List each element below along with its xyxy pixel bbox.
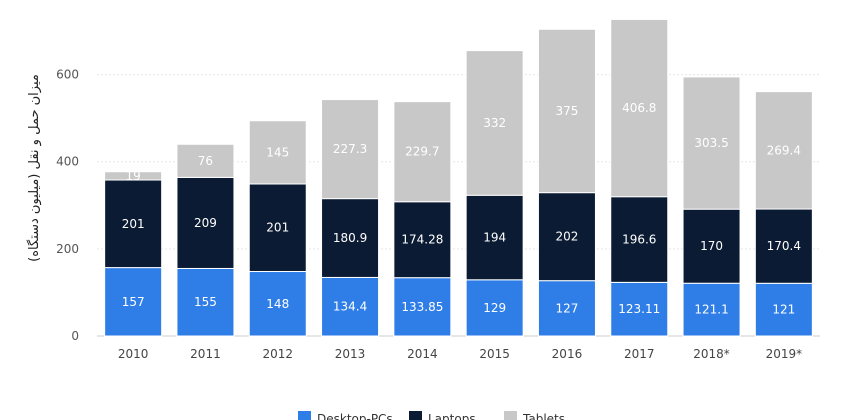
bar-segment-desktop-pcs[interactable] — [465, 279, 524, 337]
bars — [104, 18, 813, 337]
y-tick-label: 600 — [56, 68, 79, 82]
legend-item-desktop-pcs[interactable]: Desktop-PCs — [298, 411, 393, 420]
bar-segment-laptops[interactable] — [176, 176, 235, 269]
x-tick-label: 2017 — [624, 347, 655, 361]
data-label: 170 — [700, 239, 723, 253]
legend-item-tablets[interactable]: Tablets — [504, 411, 565, 420]
legend-label: Desktop-PCs — [317, 412, 393, 420]
bar-segment-tablets[interactable] — [321, 99, 380, 200]
bar-segment-tablets[interactable] — [682, 76, 741, 210]
x-tick-label: 2012 — [262, 347, 293, 361]
data-label: 194 — [483, 231, 506, 245]
data-label: 209 — [194, 216, 217, 230]
data-label: 303.5 — [694, 136, 728, 150]
x-tick-label: 2010 — [118, 347, 149, 361]
bar-segment-desktop-pcs[interactable] — [537, 280, 596, 337]
bar-segment-laptops[interactable] — [321, 198, 380, 278]
data-label: 157 — [122, 295, 145, 309]
data-label: 375 — [555, 104, 578, 118]
y-tick-label: 200 — [56, 242, 79, 256]
x-axis-ticks: 2010 2011 2012 2013 2014 2015 2016 2017 2018* 201… — [118, 347, 802, 361]
data-label: 180.9 — [333, 231, 367, 245]
x-tick-label: 2014 — [407, 347, 438, 361]
data-label: 155 — [194, 295, 217, 309]
data-label: 269.4 — [767, 143, 801, 157]
x-tick-label: 2011 — [190, 347, 221, 361]
legend[interactable]: Desktop-PCs Laptops Tablets — [298, 411, 565, 420]
data-label: 201 — [266, 221, 289, 235]
data-label: 19 — [126, 169, 141, 183]
x-tick-label: 2015 — [479, 347, 510, 361]
x-tick-label: 2018* — [693, 347, 730, 361]
bar-segment-desktop-pcs[interactable] — [104, 267, 163, 337]
data-label: 133.85 — [401, 300, 443, 314]
data-label: 174.28 — [401, 233, 443, 247]
bar-segment-tablets[interactable] — [465, 50, 524, 196]
bar-segment-tablets[interactable] — [754, 91, 813, 210]
bar-segment-laptops[interactable] — [610, 196, 669, 283]
bar-segment-desktop-pcs[interactable] — [610, 281, 669, 337]
bar-segment-laptops[interactable] — [754, 208, 813, 284]
data-label: 121 — [772, 303, 795, 317]
data-label: 406.8 — [622, 101, 656, 115]
bar-segment-laptops[interactable] — [682, 208, 741, 284]
y-axis-label: میزان حمل و نقل (میلیون دستگاه) — [26, 74, 42, 262]
bar-segment-desktop-pcs[interactable] — [682, 282, 741, 337]
bar-segment-desktop-pcs[interactable] — [176, 267, 235, 337]
data-label: 201 — [122, 217, 145, 231]
data-label: 202 — [555, 230, 578, 244]
bar-segment-tablets[interactable] — [537, 28, 596, 194]
data-label: 129 — [483, 301, 506, 315]
data-label: 121.1 — [694, 303, 728, 317]
data-label: 332 — [483, 116, 506, 130]
bar-segment-desktop-pcs[interactable] — [248, 271, 307, 337]
legend-label: Tablets — [522, 412, 565, 420]
data-label: 145 — [266, 145, 289, 159]
data-label: 134.4 — [333, 300, 367, 314]
y-axis-ticks: 0 200 400 600 — [56, 68, 79, 343]
data-label: 123.11 — [618, 302, 660, 316]
data-label: 76 — [198, 154, 213, 168]
bar-segment-laptops[interactable] — [465, 194, 524, 281]
bar-segment-desktop-pcs[interactable] — [321, 276, 380, 337]
y-tick-label: 400 — [56, 155, 79, 169]
bar-segment-tablets[interactable] — [248, 120, 307, 185]
data-label: 229.7 — [405, 145, 439, 159]
y-tick-label: 0 — [71, 329, 79, 343]
data-label: 170.4 — [767, 239, 801, 253]
data-label: 227.3 — [333, 142, 367, 156]
legend-swatch — [504, 411, 517, 420]
data-label: 196.6 — [622, 233, 656, 247]
bar-segment-laptops[interactable] — [537, 192, 596, 282]
bar-segment-desktop-pcs[interactable] — [754, 282, 813, 337]
legend-label: Laptops — [428, 412, 476, 420]
legend-swatch — [298, 411, 311, 420]
data-label: 148 — [266, 297, 289, 311]
bar-segment-tablets[interactable] — [104, 171, 163, 181]
x-tick-label: 2019* — [766, 347, 803, 361]
legend-swatch — [409, 411, 422, 420]
legend-item-laptops[interactable]: Laptops — [409, 411, 476, 420]
bar-segment-tablets[interactable] — [393, 101, 452, 203]
bar-segment-tablets[interactable] — [610, 18, 669, 198]
x-tick-label: 2013 — [335, 347, 366, 361]
bar-segment-laptops[interactable] — [393, 201, 452, 279]
bar-segment-laptops[interactable] — [248, 183, 307, 273]
bar-segment-tablets[interactable] — [176, 143, 235, 178]
data-label: 127 — [555, 301, 578, 315]
x-tick-label: 2016 — [552, 347, 583, 361]
data-labels: 157 201 19 155 209 76 148 201 145 134.4 180.9 227.3… — [122, 101, 801, 317]
